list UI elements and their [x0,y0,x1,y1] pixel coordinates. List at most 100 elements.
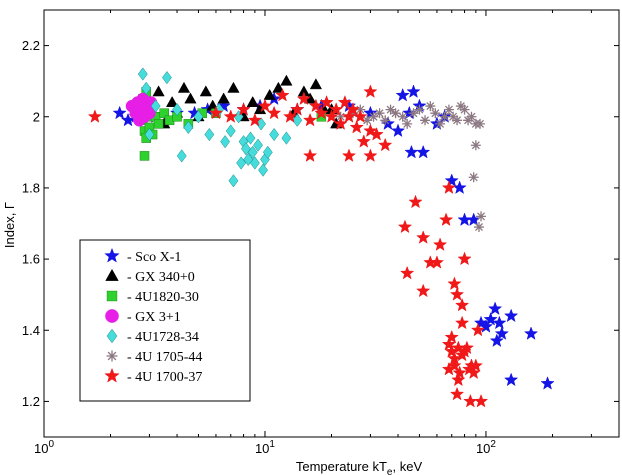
data-point-gx-340-0 [165,96,179,107]
data-point-4u1728-34 [225,124,236,138]
data-point-4u1728-34 [137,67,148,81]
data-point-gx-340-0 [217,92,230,104]
data-point-4u-1705-44 [402,118,413,129]
data-point-sco-x-1 [478,319,494,333]
data-point-4u-1700-37 [400,265,415,280]
x-axis-title-suffix: , keV [392,459,422,474]
data-point-4u-1700-37 [356,134,371,148]
legend-marker-gx-340-0 [105,268,119,281]
data-point-4u-1705-44 [455,101,466,112]
x-tick-label: 100 [34,439,54,456]
y-tick-label: 1.8 [22,180,40,195]
legend-label-4u-1705-44: - 4U 1705-44 [127,350,202,365]
data-point-sco-x-1 [416,144,431,159]
data-point-4u-1705-44 [435,118,446,129]
data-points [87,67,555,408]
data-point-sco-x-1 [492,315,507,330]
legend-label-gx-340-0: - GX 340+0 [127,270,195,285]
data-point-4u-1700-37 [470,322,486,337]
data-point-4u1728-34 [249,156,260,170]
data-point-4u-1700-37 [266,105,282,120]
data-point-4u-1700-37 [275,87,290,102]
data-point-4u-1700-37 [441,361,457,376]
data-point-gx-340-0 [184,92,197,104]
data-point-gx-340-0 [152,85,165,97]
data-point-4u-1700-37 [441,180,457,194]
data-point-4u-1700-37 [447,276,462,291]
data-point-4u-1700-37 [247,112,263,127]
data-point-sco-x-1 [363,105,378,120]
data-point-4u-1700-37 [363,123,378,138]
data-point-4u1728-34 [236,156,247,170]
data-point-4u-1705-44 [390,108,401,119]
legend-marker-4u1728-34 [106,328,118,344]
data-point-4u-1705-44 [408,108,419,119]
data-point-4u1728-34 [253,138,263,152]
data-point-4u-1705-44 [475,118,486,129]
data-point-4u-1700-37 [345,102,361,116]
data-point-4u-1700-37 [408,194,423,209]
data-point-4u-1705-44 [443,104,454,115]
data-point-4u-1700-37 [349,119,364,134]
data-point-4u-1705-44 [368,111,379,122]
data-point-sco-x-1 [466,212,481,227]
data-point-4u1728-34 [183,120,194,135]
data-point-4u-1700-37 [302,112,318,127]
data-point-4u-1700-37 [208,105,224,120]
data-point-4u1728-34 [245,131,256,145]
data-point-sco-x-1 [406,84,421,98]
data-point-4u-1700-37 [296,91,312,106]
data-point-4u-1700-37 [341,148,357,162]
legend-label-gx-3-1: - GX 3+1 [127,310,181,325]
y-tick-label: 1.4 [22,323,40,338]
data-point-gx-340-0 [227,81,240,93]
data-point-4u-1700-37 [223,109,238,123]
data-point-4u-1705-44 [468,172,479,183]
data-point-4u-1700-37 [324,109,339,123]
data-point-gx-340-0 [263,88,276,100]
data-point-4u1728-34 [258,163,268,177]
data-point-4u-1705-44 [473,222,484,233]
data-point-4u-1700-37 [319,95,334,109]
data-point-4u1728-34 [162,70,172,85]
data-point-4u-1705-44 [430,108,441,119]
x-axis-title-main: Temperature kT [296,459,387,474]
data-point-sco-x-1 [444,173,459,187]
data-point-4u1728-34 [247,145,258,159]
y-axis-title: Index, Γ [2,202,17,248]
data-point-4u-1700-37 [438,212,454,227]
x-axis-title-subscript: e [387,467,393,475]
legend: - Sco X-1 - GX 340+0 - 4U1820-30 - GX 3+1 - … [79,239,251,402]
data-point-4u-1705-44 [347,108,358,119]
data-point-4u-1700-37 [308,98,324,113]
legend-marker-4u1820-30 [106,290,118,302]
data-point-4u-1700-37 [416,230,431,244]
data-point-4u-1700-37 [257,98,273,113]
legend-label-sco-x-1: - Sco X-1 [127,250,181,265]
y-tick-label: 2 [33,109,40,124]
data-point-4u1728-34 [150,99,161,113]
legend-marker-4u-1705-44 [106,350,118,362]
data-point-4u-1700-37 [441,336,457,351]
data-point-sco-x-1 [390,123,406,138]
data-point-sco-x-1 [487,301,503,315]
data-point-4u1728-34 [220,135,231,149]
data-point-4u-1700-37 [397,219,413,234]
legend-label-4u1820-30: - 4U1820-30 [127,290,199,305]
data-point-4u-1700-37 [236,102,251,116]
data-point-4u-1700-37 [449,287,465,301]
data-point-4u1728-34 [144,127,155,142]
data-point-4u-1705-44 [385,104,396,115]
data-point-4u-1700-37 [449,386,465,401]
data-point-4u-1700-37 [457,251,472,266]
data-point-4u-1705-44 [459,104,470,115]
data-point-4u-1700-37 [290,102,305,116]
data-point-4u1728-34 [262,145,273,159]
data-point-4u-1700-37 [454,315,470,330]
data-point-gx-340-0 [177,81,191,93]
data-point-4u-1700-37 [452,365,467,380]
data-point-4u-1700-37 [353,109,368,123]
data-point-4u1728-34 [172,103,182,117]
data-point-4u-1700-37 [378,137,393,152]
